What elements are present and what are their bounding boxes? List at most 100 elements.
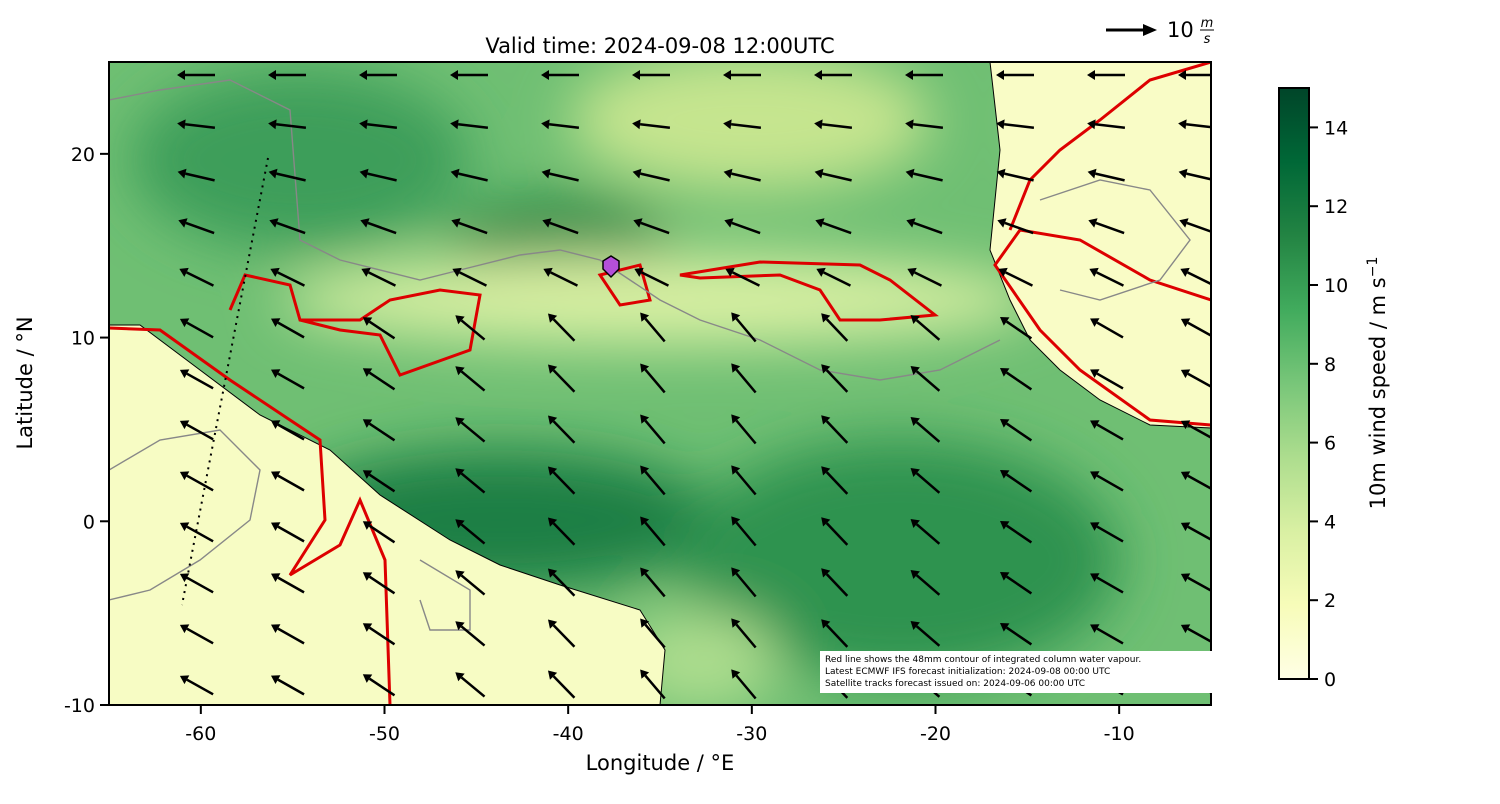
- y-tick-label: 0: [83, 511, 95, 533]
- wind-arrow-head: [452, 267, 462, 277]
- wind-arrow-head: [640, 669, 650, 679]
- wind-arrow-head: [906, 218, 916, 228]
- wind-arrow-head: [1178, 119, 1187, 130]
- wind-arrow-head: [1178, 70, 1186, 80]
- wind-arrow-head: [724, 218, 734, 228]
- wind-arrow-shaft: [731, 172, 761, 182]
- colorbar-label: 10m wind speed / m s−1: [1365, 257, 1390, 510]
- wind-arrow-shaft: [367, 271, 397, 287]
- wind-arrow-head: [177, 119, 186, 130]
- wind-arrow-shaft: [1096, 423, 1124, 441]
- wind-arrow-shaft: [825, 369, 849, 393]
- wind-arrow-shaft: [186, 525, 214, 543]
- wind-arrow-shaft: [549, 172, 579, 182]
- wind-arrow-shaft: [644, 470, 666, 496]
- wind-arrow-head: [179, 267, 189, 277]
- wind-vectors: [177, 70, 1211, 700]
- wind-arrow-head: [731, 618, 741, 628]
- wind-arrow-head: [633, 218, 643, 228]
- wind-arrow-head: [1180, 573, 1191, 583]
- wind-arrow-shaft: [915, 421, 941, 443]
- wind-arrow-head: [270, 522, 281, 531]
- wind-arrow-head: [821, 466, 831, 476]
- wind-arrow-head: [905, 168, 915, 179]
- wind-arrow-shaft: [1096, 474, 1124, 492]
- quiver-key-unit: m: [1201, 16, 1214, 31]
- wind-arrow-shaft: [185, 172, 215, 182]
- wind-arrow-head: [905, 119, 914, 130]
- wind-arrow-shaft: [276, 221, 306, 235]
- wind-arrow-shaft: [1003, 123, 1035, 129]
- wind-arrow-shaft: [1187, 372, 1211, 388]
- wind-arrow-shaft: [640, 271, 670, 287]
- wind-arrow-shaft: [915, 472, 941, 494]
- wind-arrow-shaft: [730, 123, 762, 129]
- wind-arrow-head: [910, 621, 920, 631]
- wind-arrow-head: [821, 313, 831, 323]
- wind-arrow-head: [1000, 572, 1010, 581]
- wind-arrow-head: [270, 369, 281, 378]
- wind-arrow-shaft: [1187, 474, 1211, 490]
- wind-arrow-head: [455, 366, 465, 376]
- wind-arrow-shaft: [460, 625, 486, 647]
- wind-arrow-head: [270, 420, 281, 429]
- wind-arrow-shaft: [460, 472, 486, 494]
- wind-arrow-head: [455, 570, 465, 580]
- wind-arrow-shaft: [821, 123, 853, 129]
- wind-arrow-shaft: [1095, 172, 1125, 182]
- wind-arrow-shaft: [735, 521, 757, 547]
- wind-arrow-head: [547, 415, 558, 425]
- wind-arrow-shaft: [825, 471, 849, 495]
- wind-arrow-shaft: [644, 521, 666, 547]
- wind-arrow-head: [1000, 623, 1010, 632]
- wind-arrow-shaft: [460, 523, 486, 545]
- quiver-key: 10 m s: [1106, 16, 1214, 47]
- wind-arrow-shaft: [368, 422, 396, 442]
- wind-arrow-head: [1000, 317, 1010, 326]
- x-tick-label: -10: [1104, 723, 1135, 745]
- wind-arrow-shaft: [276, 271, 306, 287]
- wind-arrow-shaft: [277, 474, 305, 492]
- wind-arrow-head: [178, 218, 188, 228]
- wind-arrow-head: [632, 70, 640, 80]
- wind-arrow-head: [179, 573, 190, 583]
- wind-arrow-head: [1088, 218, 1098, 228]
- wind-arrow-head: [359, 168, 369, 179]
- wind-arrow-head: [731, 669, 741, 679]
- wind-arrow-head: [910, 366, 920, 376]
- wind-arrow-shaft: [458, 271, 488, 287]
- wind-arrow-shaft: [1187, 321, 1211, 337]
- y-tick-label: -10: [64, 695, 95, 717]
- wind-arrow-shaft: [644, 674, 666, 700]
- wind-arrow-shaft: [1187, 525, 1211, 541]
- x-tick-label: -30: [736, 723, 767, 745]
- wind-arrow-head: [270, 573, 281, 582]
- axes-frame: [108, 61, 1212, 706]
- colorbar-tick-label: 2: [1324, 590, 1336, 612]
- wind-arrow-head: [1090, 624, 1100, 633]
- wind-arrow-shaft: [367, 221, 397, 235]
- wind-arrow-shaft: [552, 318, 576, 342]
- wind-arrow-head: [1090, 420, 1100, 429]
- wind-arrow-head: [270, 471, 281, 480]
- wind-arrow-shaft: [1187, 576, 1211, 592]
- wind-arrow-shaft: [735, 623, 757, 649]
- wind-arrow-head: [455, 468, 465, 478]
- wind-arrow-shaft: [186, 372, 214, 390]
- wind-arrow-shaft: [1004, 221, 1034, 235]
- colorbar-tick-label: 14: [1324, 117, 1348, 139]
- x-tick-label: -40: [553, 723, 584, 745]
- wind-arrow-head: [361, 267, 371, 277]
- wind-arrow-head: [360, 218, 370, 228]
- wind-arrow-head: [268, 70, 276, 80]
- colorbar-tick-label: 4: [1324, 511, 1336, 533]
- wind-arrow-shaft: [186, 423, 214, 441]
- wind-arrow-head: [998, 267, 1008, 277]
- wind-arrow-shaft: [915, 574, 941, 596]
- wind-arrow-head: [547, 670, 558, 680]
- wind-arrow-shaft: [1186, 271, 1211, 286]
- wind-arrow-shaft: [458, 172, 488, 182]
- wind-arrow-shaft: [1187, 627, 1211, 643]
- wind-arrow-head: [731, 312, 741, 322]
- wind-arrow-shaft: [822, 221, 852, 235]
